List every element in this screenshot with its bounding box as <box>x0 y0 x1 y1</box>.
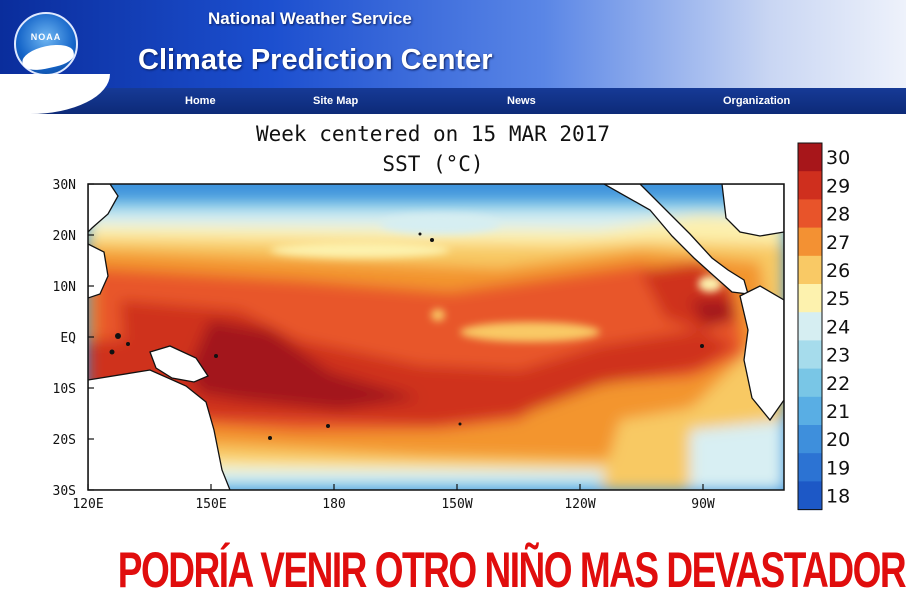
colorbar-segment <box>798 199 822 229</box>
colorbar-segment <box>798 143 822 172</box>
noaa-logo-text: NOAA <box>30 32 62 42</box>
map-subtitle: SST (°C) <box>382 152 484 176</box>
colorbar-frame <box>797 142 823 511</box>
agency-name: National Weather Service <box>208 9 412 28</box>
lat-tick-label: 20N <box>53 229 76 244</box>
nav-site-map[interactable]: Site Map <box>313 95 359 107</box>
site-title[interactable]: Climate Prediction Center <box>138 44 493 76</box>
sst-field <box>88 184 784 490</box>
cpc-header: NOAA National Weather Service Climate Pr… <box>0 0 906 88</box>
colorbar-label: 30 <box>826 147 850 169</box>
nav-organization[interactable]: Organization <box>723 95 791 107</box>
colorbar-segment <box>798 340 822 370</box>
lon-tick-label: 150W <box>441 497 472 512</box>
colorbar-label: 29 <box>826 175 850 197</box>
colorbar-label: 18 <box>826 486 850 508</box>
colorbar-label: 19 <box>826 457 850 479</box>
lon-axis: 120E 150E 180 150W 120W 90W <box>72 484 715 512</box>
lon-tick-label: 150E <box>195 497 226 512</box>
colorbar-segment <box>798 171 822 200</box>
colorbar-label: 23 <box>826 345 850 367</box>
colorbar-segment <box>798 481 822 511</box>
lat-tick-label: 20S <box>53 433 76 448</box>
lat-tick-label: 30N <box>53 178 76 193</box>
colorbar-segment <box>798 284 822 313</box>
colorbar-label: 24 <box>826 316 850 338</box>
colorbar-label: 27 <box>826 232 850 254</box>
colorbar-segment <box>798 396 822 426</box>
colorbar-segment <box>798 227 822 257</box>
colorbar-label: 22 <box>826 373 850 395</box>
lon-tick-label: 120W <box>564 497 595 512</box>
noaa-logo[interactable]: NOAA <box>14 12 78 76</box>
nav-news[interactable]: News <box>507 95 536 107</box>
nav-bar <box>0 74 906 114</box>
colorbar: 30 29 28 27 26 25 24 23 22 21 20 19 18 <box>797 142 850 511</box>
colorbar-segment <box>798 312 822 341</box>
colorbar-segment <box>798 255 822 285</box>
lat-tick-label: 10S <box>53 382 76 397</box>
lat-axis: 30N 20N 10N EQ 10S 20S 30S <box>53 178 94 499</box>
lon-tick-label: 90W <box>691 497 715 512</box>
lon-tick-label: 180 <box>322 497 345 512</box>
colorbar-label: 26 <box>826 260 850 282</box>
headline-banner: PODRÍA VENIR OTRO NIÑO MAS DEVASTADOR!!! <box>117 542 906 598</box>
lat-tick-label: EQ <box>60 331 76 346</box>
colorbar-segment <box>798 368 822 398</box>
colorbar-segment <box>798 425 822 454</box>
nav-home[interactable]: Home <box>185 95 216 107</box>
colorbar-label: 25 <box>826 288 850 310</box>
colorbar-segment <box>798 453 822 482</box>
colorbar-label: 21 <box>826 401 850 423</box>
lon-tick-label: 120E <box>72 497 103 512</box>
colorbar-label: 28 <box>826 204 850 226</box>
map-title: Week centered on 15 MAR 2017 <box>255 122 610 146</box>
lat-tick-label: 30S <box>53 484 76 499</box>
colorbar-label: 20 <box>826 429 850 451</box>
lat-tick-label: 10N <box>53 280 76 295</box>
